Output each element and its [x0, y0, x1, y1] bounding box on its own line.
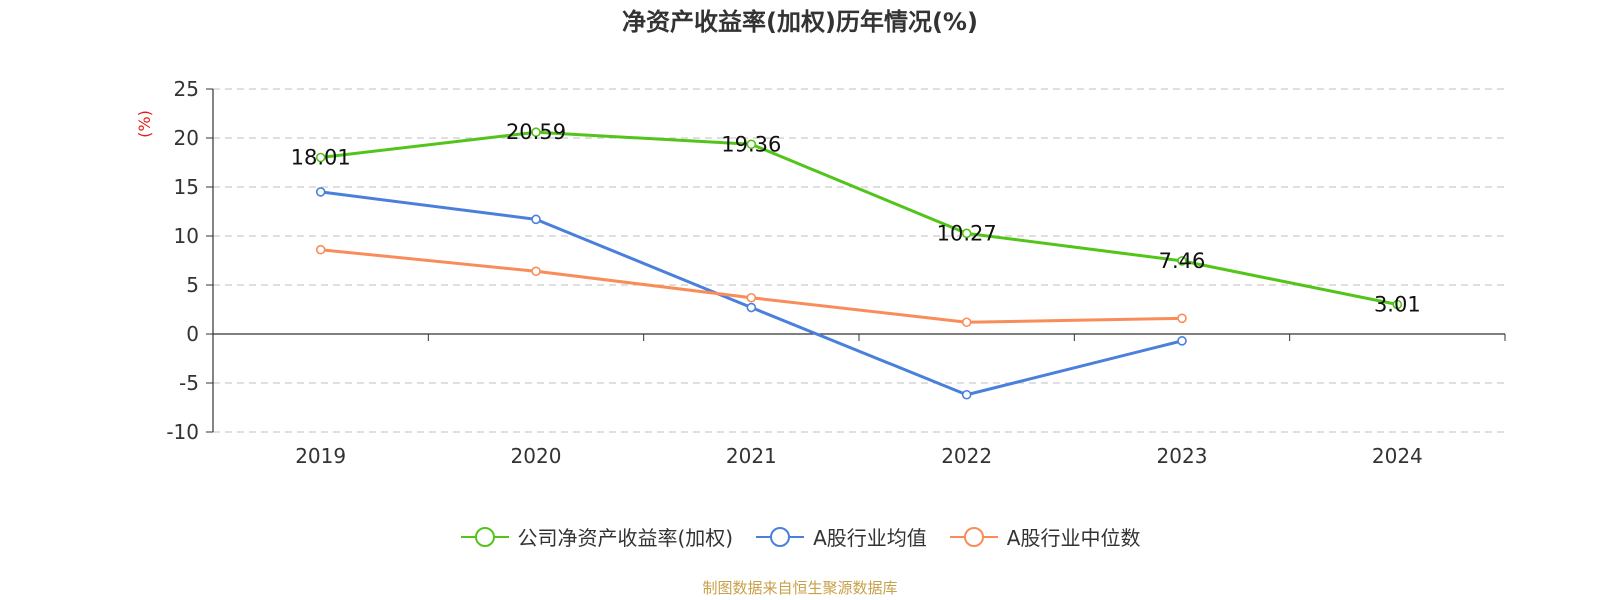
chart-title: 净资产收益率(加权)历年情况(%)	[622, 8, 978, 36]
data-point	[961, 317, 972, 328]
legend-label: A股行业均值	[813, 526, 927, 550]
legend-item[interactable]: A股行业中位数	[949, 522, 1141, 551]
x-tick-label: 2019	[295, 444, 346, 468]
data-point	[746, 292, 757, 303]
legend: 公司净资产收益率(加权) A股行业均值 A股行业中位数	[0, 522, 1600, 551]
data-label: 10.27	[937, 221, 997, 245]
legend-item[interactable]: A股行业均值	[755, 522, 927, 551]
grid-lines	[213, 88, 1505, 433]
x-tick-label: 2024	[1372, 444, 1423, 468]
data-point	[315, 187, 326, 197]
data-point	[1392, 299, 1403, 310]
data-point	[961, 228, 972, 239]
series-lines	[315, 127, 1403, 400]
legend-label: 公司净资产收益率(加权)	[517, 526, 734, 550]
y-tick-label: 10	[174, 224, 199, 248]
y-tick-label: 15	[174, 175, 199, 199]
data-point	[531, 266, 541, 277]
data-labels: 18.01 20.59 19.36 10.27 7.46 3.01	[291, 120, 1421, 316]
legend-marker-icon	[756, 526, 805, 547]
legend-marker-icon	[949, 526, 998, 547]
legend-item[interactable]: 公司净资产收益率(加权)	[460, 522, 734, 551]
x-tick-label: 2022	[941, 444, 992, 468]
data-label: 3.01	[1374, 293, 1421, 317]
y-tick-label: 0	[186, 322, 199, 346]
y-tick-label: -10	[166, 420, 199, 444]
series-line	[320, 130, 1398, 306]
data-label: 20.59	[506, 120, 566, 144]
data-point	[1177, 313, 1187, 324]
data-point	[746, 302, 757, 313]
y-axis-unit-label: (%)	[135, 110, 154, 138]
data-point	[1177, 336, 1187, 346]
data-point	[746, 139, 757, 150]
axes: 25 20 15 10 5 0 -5 -10 (%) 2019 2020 2021 2022 2023 20…	[135, 77, 1506, 468]
data-label: 19.36	[721, 132, 781, 156]
data-label: 18.01	[291, 146, 351, 170]
data-point	[1177, 256, 1187, 266]
x-tick-label: 2023	[1157, 444, 1208, 468]
data-point	[961, 389, 972, 400]
x-tick-label: 2021	[726, 444, 777, 468]
data-point	[531, 214, 541, 225]
y-tick-label: 25	[174, 77, 199, 101]
data-label: 7.46	[1159, 249, 1206, 273]
y-tick-label: -5	[179, 371, 199, 395]
data-point	[315, 152, 326, 163]
y-tick-label: 5	[186, 273, 199, 297]
legend-marker-icon	[460, 526, 509, 547]
data-point	[531, 127, 541, 138]
y-tick-label: 20	[174, 126, 199, 150]
x-tick-label: 2020	[511, 444, 562, 468]
data-point	[315, 244, 326, 255]
legend-label: A股行业中位数	[1006, 526, 1141, 550]
source-note: 制图数据来自恒生聚源数据库	[702, 579, 898, 597]
